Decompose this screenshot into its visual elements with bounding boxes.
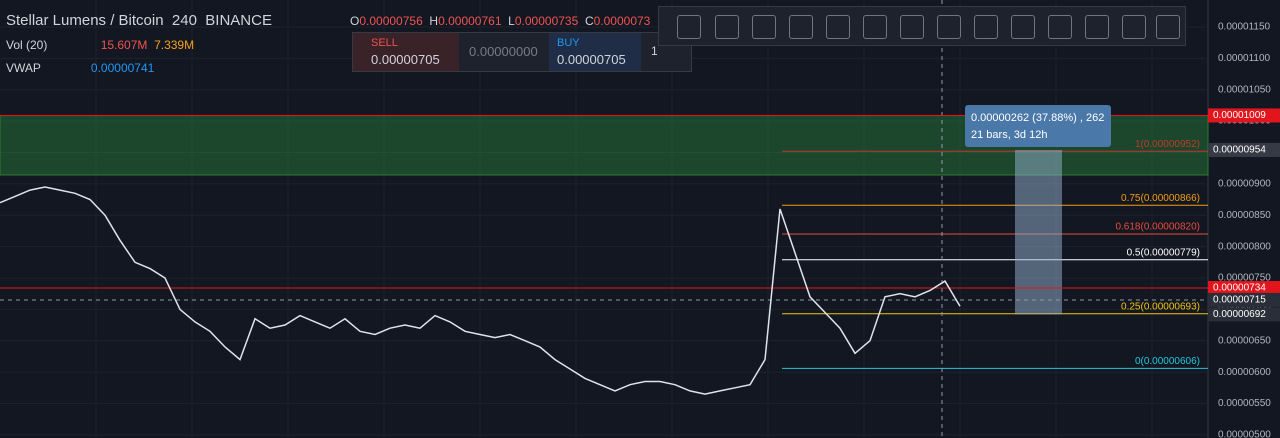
spread: 0.00000000 — [469, 44, 538, 59]
tool[interactable] — [1085, 15, 1109, 39]
indicator[interactable]: VWAP 0.00000741 — [6, 61, 154, 75]
ohlc-key: H — [429, 14, 439, 28]
tool[interactable] — [752, 15, 776, 39]
ohlc-value: 0.00000761 — [438, 14, 502, 28]
price-marker-label: 0.00000954 — [1213, 145, 1266, 156]
drawing-toolbar — [658, 6, 1186, 46]
measure-tooltip: 0.00000262 (37.88%) , 262 21 bars, 3d 12… — [965, 105, 1111, 147]
tool[interactable] — [863, 15, 887, 39]
indicator-value: 7.339M — [154, 38, 195, 52]
y-tick-label: 0.00000800 — [1218, 241, 1271, 252]
buy-button[interactable]: BUY 0.00000705 — [549, 33, 641, 71]
trade-panel: SELL 0.00000705 0.00000000 BUY 0.0000070… — [352, 32, 692, 72]
price-marker-label: 0.00000734 — [1213, 283, 1266, 294]
price-marker: 0.00000692 — [1208, 307, 1280, 322]
buy-price: 0.00000705 — [557, 52, 626, 67]
ohlc-value: 0.0000073 — [593, 14, 651, 28]
ohlc-value: 0.00000735 — [514, 14, 579, 28]
y-tick-label: 0.00001100 — [1218, 53, 1271, 64]
measure-line: 21 bars, 3d 12h — [971, 129, 1048, 141]
y-tick-label: 0.00000500 — [1218, 430, 1271, 438]
indicator[interactable]: Vol (20) 15.607M 7.339M — [6, 38, 194, 52]
y-tick-label: 0.00000600 — [1218, 367, 1271, 378]
tool[interactable] — [826, 15, 850, 39]
tool[interactable] — [974, 15, 998, 39]
price-marker-label: 0.00000692 — [1213, 309, 1266, 320]
tool[interactable] — [937, 15, 961, 39]
tool[interactable] — [789, 15, 813, 39]
fib-label: 0.5(0.00000779) — [1127, 247, 1200, 258]
indicator-value: 15.607M — [100, 38, 148, 52]
tool[interactable] — [715, 15, 739, 39]
price-marker-bg — [1208, 108, 1280, 123]
ohlc-key: C — [584, 14, 594, 28]
price-marker-bg — [1208, 307, 1280, 322]
y-tick-label: 0.00001050 — [1218, 84, 1271, 95]
sell-button[interactable]: SELL 0.00000705 — [353, 33, 459, 71]
price-marker-label: 0.00000715 — [1213, 295, 1266, 306]
quantity[interactable]: 1 — [651, 44, 658, 58]
y-tick-label: 0.00000650 — [1218, 335, 1271, 346]
y-tick-label: 0.00000850 — [1218, 210, 1271, 221]
interval: 240 — [171, 12, 197, 29]
ohlc-value: 0.00000756 — [359, 14, 423, 28]
ohlc-key: O — [350, 14, 360, 28]
fib-label: 0(0.00000606) — [1135, 356, 1200, 367]
indicator-name: Vol (20) — [6, 38, 48, 52]
tool[interactable] — [1048, 15, 1072, 39]
price-marker: 0.00000715 — [1208, 292, 1280, 307]
y-tick-label: 0.00001150 — [1218, 22, 1271, 33]
tool[interactable] — [1011, 15, 1035, 39]
tool[interactable] — [900, 15, 924, 39]
symbol: Stellar Lumens / Bitcoin — [6, 12, 164, 29]
measure-line: 0.00000262 (37.88%) , 262 — [971, 112, 1105, 124]
fib-label: 0.618(0.00000820) — [1115, 222, 1200, 233]
price-marker-label: 0.00001009 — [1213, 110, 1266, 121]
y-tick-label: 0.00000550 — [1218, 398, 1271, 409]
y-tick-label: 0.00000900 — [1218, 179, 1271, 190]
indicator-value: 0.00000741 — [90, 61, 155, 75]
fib-label: 1(0.00000952) — [1135, 139, 1200, 150]
price-marker-bg — [1208, 142, 1280, 157]
tool[interactable] — [677, 15, 701, 39]
tool[interactable] — [1122, 15, 1146, 39]
price-line-series — [0, 186, 961, 395]
ohlc-key: L — [508, 14, 515, 28]
buy-label: BUY — [557, 37, 580, 49]
price-marker: 0.00001009 — [1208, 108, 1280, 123]
price-axis — [1208, 0, 1280, 438]
measure-box — [1015, 149, 1062, 315]
fib-label: 0.25(0.00000693) — [1121, 301, 1200, 312]
price-marker-bg — [1208, 292, 1280, 307]
price-marker: 0.00000734 — [1208, 281, 1280, 296]
y-tick-label: 0.00000750 — [1218, 273, 1271, 284]
tool[interactable] — [1156, 15, 1180, 39]
sell-label: SELL — [371, 37, 398, 49]
sell-price: 0.00000705 — [371, 52, 440, 67]
indicator-name: VWAP — [6, 61, 41, 75]
exchange: BINANCE — [205, 12, 272, 29]
fib-label: 0.75(0.00000866) — [1121, 193, 1200, 204]
ohlc: O0.00000756 H0.00000761 L0.00000735 C0.0… — [350, 14, 650, 28]
price-marker: 0.00000954 — [1208, 142, 1280, 157]
price-marker-bg — [1208, 281, 1280, 296]
symbol-header[interactable]: Stellar Lumens / Bitcoin 240 BINANCE — [6, 12, 272, 29]
